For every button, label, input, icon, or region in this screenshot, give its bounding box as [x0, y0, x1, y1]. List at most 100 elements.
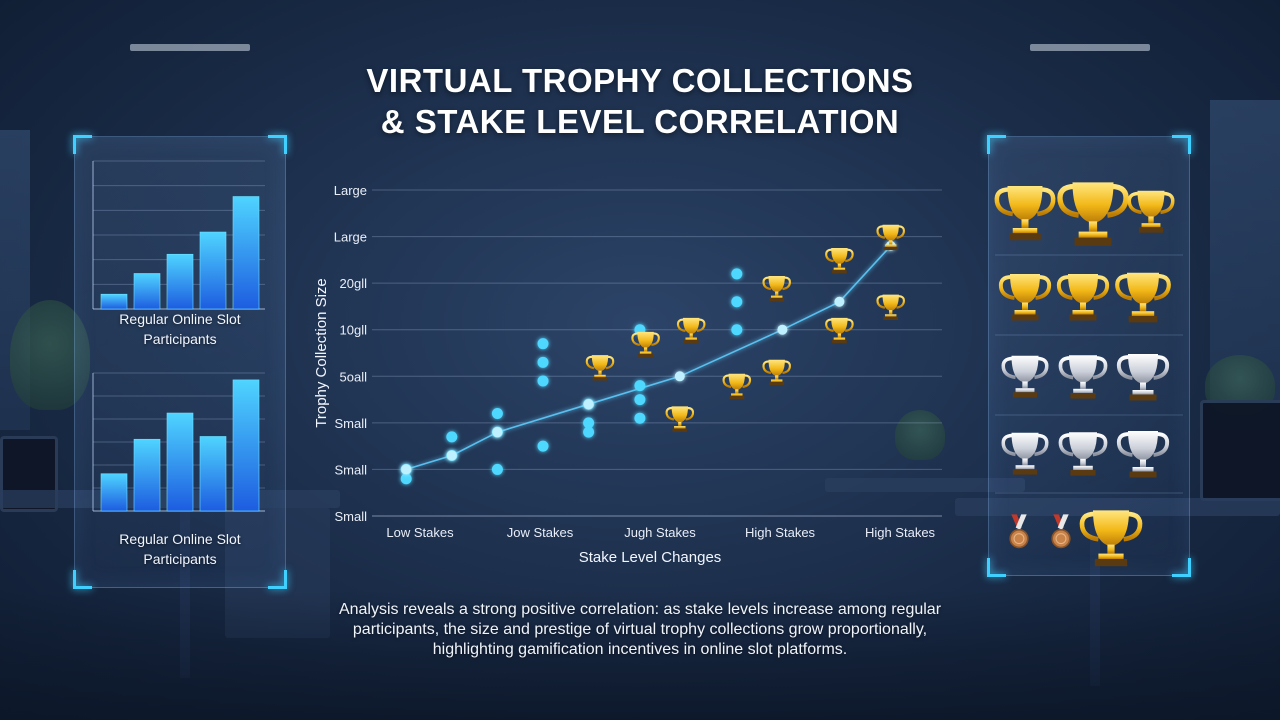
y-tick-label: 10gll — [340, 323, 368, 338]
plot-area: Small Small Small 5oall 10gll 20gll Large Large… — [313, 183, 942, 566]
panel-corner — [987, 558, 1006, 577]
data-point — [731, 268, 743, 280]
y-tick-label: 5oall — [340, 369, 368, 384]
silver-trophy-icon — [1001, 432, 1049, 475]
trend-node — [492, 427, 503, 438]
data-point — [400, 473, 412, 485]
trophy-point-icon — [585, 355, 615, 381]
plant — [895, 410, 945, 460]
floor — [0, 590, 1280, 720]
gold-trophy-icon — [998, 274, 1052, 321]
trophy-point-icon — [676, 317, 706, 344]
x-tick-label: High Stakes — [745, 525, 816, 540]
desk — [825, 478, 1025, 492]
y-tick-label: Large — [334, 230, 367, 245]
data-point — [634, 412, 646, 424]
x-tick-label: Jugh Stakes — [624, 525, 696, 540]
bronze-medal-icon — [1009, 514, 1029, 549]
silver-trophy-icon — [1001, 355, 1049, 398]
silver-trophy-icon — [1058, 432, 1108, 476]
panel-corner — [268, 135, 287, 154]
data-point — [634, 394, 646, 406]
trend-node — [446, 450, 457, 461]
gold-trophy-icon — [994, 186, 1056, 241]
mini-chart-top-label: Regular Online Slot Participants — [119, 311, 241, 347]
data-point — [491, 408, 503, 420]
trophy-point-icon — [631, 331, 660, 358]
y-tick-label: Small — [334, 509, 367, 524]
title-line-1: VIRTUAL TROPHY COLLECTIONS — [366, 62, 914, 99]
trophy-point-icon — [876, 224, 905, 251]
mini-bar — [232, 196, 260, 310]
trophy-point-icon — [876, 294, 905, 321]
gold-trophy-icon — [1056, 274, 1110, 321]
right-panel — [987, 135, 1191, 577]
y-axis-title: Trophy Collection Size — [313, 278, 330, 428]
mini-bar — [232, 379, 260, 512]
panel-corner — [73, 135, 92, 154]
mini-bar — [166, 412, 194, 512]
bronze-medal-icon — [1051, 514, 1071, 549]
mini-chart-bottom-label: Regular Online Slot Participants — [119, 531, 241, 567]
panel-corner — [987, 135, 1006, 154]
data-point — [634, 380, 646, 392]
data-point — [537, 338, 549, 350]
mini-bar — [133, 438, 161, 512]
gold-trophy-icon — [1115, 272, 1171, 323]
title-line-2: & STAKE LEVEL CORRELATION — [380, 103, 900, 140]
trophy-point-icon — [762, 275, 791, 302]
silver-trophy-icon — [1058, 355, 1108, 399]
trophy-point-icon — [825, 317, 854, 344]
trend-node — [834, 296, 845, 307]
trend-line — [405, 245, 892, 471]
trophy-point-icon — [722, 373, 752, 400]
x-tick-label: Low Stakes — [386, 525, 454, 540]
trophy-point-icon — [762, 359, 791, 386]
data-point — [446, 431, 458, 443]
silver-trophy-icon — [1116, 354, 1170, 401]
data-point — [537, 375, 549, 387]
mini-bar — [199, 436, 227, 512]
trophy-point-icon — [665, 406, 695, 432]
panel-corner — [73, 570, 92, 589]
y-tick-label: Large — [334, 183, 367, 198]
chart-title: VIRTUAL TROPHY COLLECTIONS & STAKE LEVEL… — [290, 60, 990, 142]
silver-trophy-icon — [1116, 431, 1170, 478]
data-point — [731, 324, 743, 336]
y-tick-label: 20gll — [340, 276, 368, 291]
desk — [955, 498, 1280, 516]
trophy-point-icon — [825, 248, 854, 274]
panel-corner — [1172, 135, 1191, 154]
left-panel: Regular Online Slot Participants Regular… — [73, 135, 287, 589]
y-tick-label: Small — [334, 416, 367, 431]
data-point — [583, 417, 595, 429]
ceiling-light — [1030, 44, 1150, 51]
mini-bar-chart-top — [92, 160, 265, 310]
x-tick-label: Jow Stakes — [507, 525, 574, 540]
plant — [10, 300, 90, 410]
mini-bar-chart-bottom — [92, 372, 265, 512]
data-point — [731, 296, 743, 308]
x-axis-title: Stake Level Changes — [579, 549, 722, 566]
trophy-shelf — [994, 182, 1183, 567]
mini-bar — [166, 253, 194, 310]
ceiling-light — [130, 44, 250, 51]
trend-node — [401, 464, 412, 475]
x-tick-label: High Stakes — [865, 525, 936, 540]
mini-bar — [133, 273, 161, 310]
panel-corner — [1172, 558, 1191, 577]
mini-bar — [100, 473, 128, 512]
chart-description: Analysis reveals a strong positive corre… — [338, 601, 942, 658]
trend-node — [674, 371, 685, 382]
trend-node — [583, 399, 594, 410]
gold-trophy-icon — [1079, 510, 1143, 567]
y-tick-label: Small — [334, 462, 367, 477]
panel-corner — [268, 570, 287, 589]
data-point — [537, 440, 549, 452]
mini-bar — [199, 231, 227, 310]
gold-trophy-icon — [1057, 182, 1129, 246]
mini-bar — [100, 293, 128, 310]
monitor — [1200, 400, 1280, 501]
data-point — [537, 356, 549, 368]
